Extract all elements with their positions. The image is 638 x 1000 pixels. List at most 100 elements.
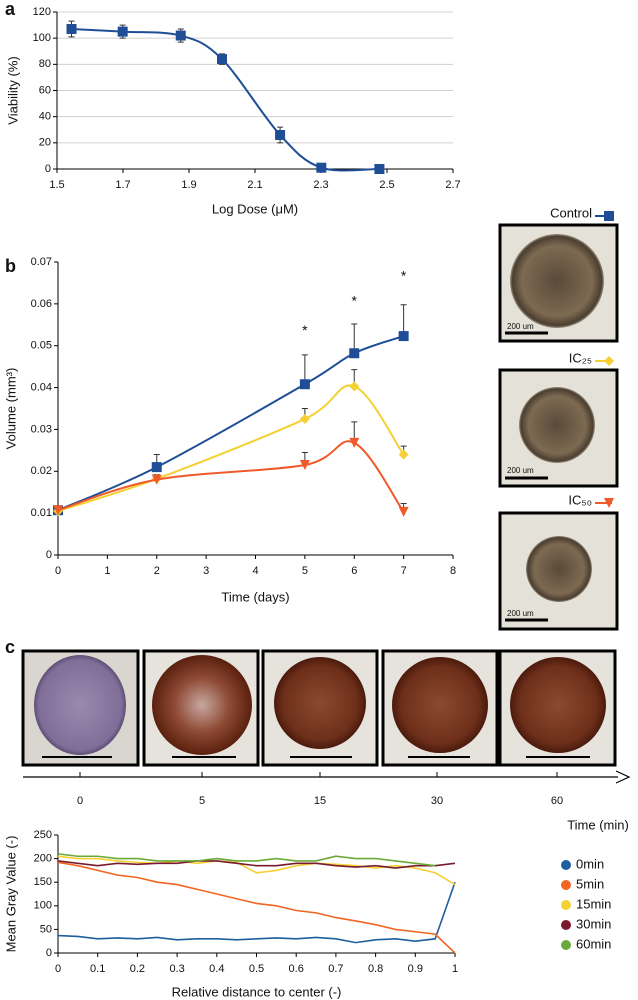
time-point-label: 5 bbox=[199, 795, 205, 807]
x-tick-label: 0.1 bbox=[90, 963, 105, 975]
time-point-label: 0 bbox=[77, 795, 83, 807]
legend-label: 15min bbox=[576, 896, 611, 911]
legend-label: 0min bbox=[576, 856, 604, 871]
x-tick-label: 3 bbox=[203, 565, 209, 577]
legend-label: Control bbox=[550, 205, 592, 220]
marker bbox=[349, 381, 360, 392]
annotation: * bbox=[352, 292, 358, 308]
y-tick-label: 0.07 bbox=[31, 256, 52, 268]
marker bbox=[604, 211, 614, 221]
spheroid bbox=[274, 657, 366, 749]
marker bbox=[398, 506, 409, 517]
x-tick-label: 1.5 bbox=[49, 179, 64, 191]
y-tick-label: 100 bbox=[33, 32, 51, 44]
timeline-arrow bbox=[615, 770, 631, 784]
y-axis-title: Mean Gray Value (-) bbox=[3, 836, 18, 953]
marker bbox=[151, 462, 162, 473]
marker bbox=[349, 348, 360, 359]
scale-bar-label: 200 um bbox=[507, 322, 534, 331]
x-tick-label: 8 bbox=[450, 565, 456, 577]
marker bbox=[604, 356, 614, 366]
x-tick-label: 6 bbox=[351, 565, 357, 577]
x-tick-label: 2.1 bbox=[247, 179, 262, 191]
series-line bbox=[57, 860, 456, 869]
y-tick-label: 200 bbox=[34, 853, 52, 865]
y-tick-label: 60 bbox=[39, 84, 51, 96]
x-axis-title: Log Dose (μM) bbox=[212, 201, 298, 216]
error-bar bbox=[400, 304, 407, 337]
annotation: * bbox=[302, 322, 308, 338]
marker bbox=[374, 164, 385, 174]
y-tick-label: 0 bbox=[46, 549, 52, 561]
marker bbox=[53, 505, 63, 516]
x-tick-label: 4 bbox=[252, 565, 258, 577]
marker bbox=[316, 162, 327, 173]
x-tick-label: 0.6 bbox=[289, 963, 304, 975]
x-axis-title: Relative distance to center (-) bbox=[172, 984, 342, 999]
y-tick-label: 0.03 bbox=[31, 423, 52, 435]
x-tick-label: 0.7 bbox=[328, 963, 343, 975]
panel-label: b bbox=[5, 256, 16, 276]
annotation: * bbox=[401, 267, 407, 283]
time-point-label: 30 bbox=[431, 795, 443, 807]
y-tick-label: 0.06 bbox=[31, 298, 52, 310]
marker bbox=[349, 437, 360, 448]
marker bbox=[275, 129, 286, 140]
spheroid bbox=[392, 657, 488, 753]
series-line bbox=[57, 853, 436, 867]
y-tick-label: 0 bbox=[45, 163, 51, 175]
y-tick-label: 0.02 bbox=[31, 465, 52, 477]
x-tick-label: 2 bbox=[154, 565, 160, 577]
y-tick-label: 50 bbox=[40, 923, 52, 935]
marker bbox=[604, 498, 614, 508]
marker bbox=[117, 26, 128, 37]
x-tick-label: 0.3 bbox=[169, 963, 184, 975]
y-tick-label: 0.05 bbox=[31, 340, 52, 352]
panel-label: a bbox=[5, 0, 16, 19]
panel-label: c bbox=[5, 637, 15, 657]
x-tick-label: 1.9 bbox=[181, 179, 196, 191]
legend-marker bbox=[561, 880, 571, 890]
series-line bbox=[71, 28, 380, 172]
spheroid bbox=[510, 234, 604, 328]
x-tick-label: 0.5 bbox=[249, 963, 264, 975]
spheroid bbox=[152, 655, 252, 755]
marker bbox=[175, 30, 186, 41]
spheroid-images-c bbox=[21, 649, 617, 767]
marker bbox=[299, 413, 310, 424]
spheroid bbox=[34, 655, 126, 755]
y-tick-label: 0 bbox=[46, 947, 52, 959]
x-tick-label: 2.3 bbox=[313, 179, 328, 191]
spheroid bbox=[519, 387, 595, 463]
x-tick-label: 5 bbox=[302, 565, 308, 577]
marker bbox=[398, 449, 409, 460]
y-axis-title: Viability (%) bbox=[5, 56, 20, 124]
series-line bbox=[57, 335, 404, 512]
marker bbox=[66, 24, 77, 35]
x-tick-label: 1.7 bbox=[115, 179, 130, 191]
timeline bbox=[23, 770, 631, 784]
y-tick-label: 40 bbox=[39, 111, 51, 123]
x-tick-label: 0.2 bbox=[130, 963, 145, 975]
y-tick-label: 80 bbox=[39, 58, 51, 70]
scale-bar-label: 200 um bbox=[507, 609, 534, 618]
legend-marker bbox=[561, 900, 571, 910]
legend-label: 5min bbox=[576, 876, 604, 891]
x-tick-label: 0 bbox=[55, 565, 61, 577]
x-tick-label: 1 bbox=[452, 963, 458, 975]
x-tick-label: 0.8 bbox=[368, 963, 383, 975]
spheroid-images-b bbox=[498, 223, 619, 631]
x-tick-label: 0.4 bbox=[209, 963, 224, 975]
y-tick-label: 0.04 bbox=[31, 381, 52, 393]
marker bbox=[299, 460, 310, 471]
x-tick-label: 2.7 bbox=[445, 179, 460, 191]
legend-label: IC₅₀ bbox=[568, 492, 592, 507]
marker bbox=[151, 474, 162, 485]
series-line bbox=[57, 440, 405, 513]
series-line bbox=[57, 881, 456, 944]
x-tick-label: 7 bbox=[401, 565, 407, 577]
marker bbox=[398, 331, 409, 342]
legend-label: 60min bbox=[576, 936, 611, 951]
series-line bbox=[57, 384, 405, 513]
